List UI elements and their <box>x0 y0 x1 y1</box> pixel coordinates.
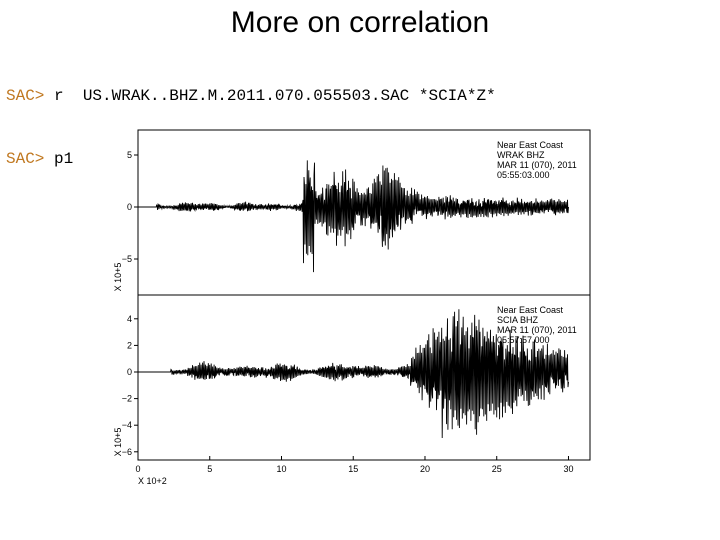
y-tick-label: −5 <box>122 254 132 264</box>
console-line-2: SAC> p1 <box>6 149 496 170</box>
trace-info-line: WRAK BHZ <box>497 150 545 160</box>
y-tick-label: 0 <box>127 367 132 377</box>
y-scale-label: X 10+5 <box>113 263 123 292</box>
panel-frame <box>137 294 591 461</box>
sac-console: SAC> r US.WRAK..BHZ.M.2011.070.055503.SA… <box>6 44 496 191</box>
trace-info-line: 05:55:03.000 <box>497 170 550 180</box>
trace-info-line: SCIA BHZ <box>497 315 539 325</box>
console-command: r US.WRAK..BHZ.M.2011.070.055503.SAC *SC… <box>44 87 496 105</box>
console-prompt: SAC> <box>6 150 45 168</box>
trace-info-line: MAR 11 (070), 2011 <box>497 160 577 170</box>
x-tick-label: 20 <box>420 464 430 474</box>
x-tick-label: 15 <box>348 464 358 474</box>
y-tick-label: 0 <box>127 202 132 212</box>
x-tick-label: 5 <box>207 464 212 474</box>
y-tick-label: 5 <box>127 150 132 160</box>
trace-info-line: MAR 11 (070), 2011 <box>497 325 577 335</box>
console-prompt: SAC> <box>6 87 45 105</box>
waveform-trace <box>138 309 569 439</box>
x-tick-label: 0 <box>135 464 140 474</box>
x-tick-label: 10 <box>276 464 286 474</box>
y-tick-label: 2 <box>127 340 132 350</box>
time-axis: 0 5 10 15 20 25 30 X 10+2 <box>135 456 573 486</box>
x-scale-label: X 10+2 <box>138 476 167 486</box>
slide-title: More on correlation <box>230 6 490 39</box>
x-tick-label: 30 <box>563 464 573 474</box>
y-tick-label: −2 <box>122 394 132 404</box>
y-scale-label: X 10+5 <box>113 428 123 457</box>
trace-info-line: Near East Coast <box>497 140 564 150</box>
y-tick-label: −6 <box>122 447 132 457</box>
y-tick-label: −4 <box>122 420 132 430</box>
console-command: p1 <box>44 150 74 168</box>
console-line-1: SAC> r US.WRAK..BHZ.M.2011.070.055503.SA… <box>6 86 496 107</box>
trace-info-line: Near East Coast <box>497 305 564 315</box>
x-tick-label: 25 <box>492 464 502 474</box>
waveform-trace <box>138 160 569 273</box>
y-tick-label: 4 <box>127 314 132 324</box>
